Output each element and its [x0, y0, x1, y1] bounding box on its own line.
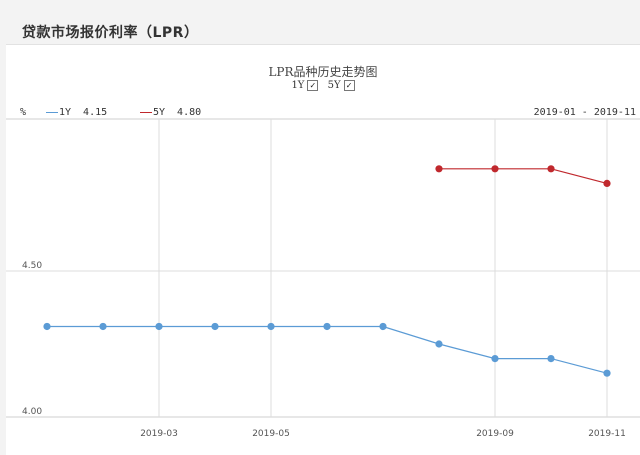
legend-value-5y: 4.80	[177, 107, 202, 118]
legend-name-5y: 5Y	[153, 107, 166, 118]
toggle-1y[interactable]: 1Y ✓	[291, 80, 319, 91]
data-point-5y	[547, 165, 555, 173]
checkbox-5y[interactable]: ✓	[343, 80, 355, 91]
data-point-1y	[435, 340, 443, 348]
x-tick-label: 2019-11	[588, 429, 626, 439]
data-point-5y	[603, 179, 611, 187]
checkbox-1y[interactable]: ✓	[307, 80, 319, 91]
chart-panel: LPR品种历史走势图 1Y ✓ 5Y ✓ % 1Y 4.15 5Y 4.80 2019-…	[6, 44, 640, 455]
toggle-5y-label: 5Y	[327, 80, 341, 91]
data-point-5y	[491, 165, 499, 173]
y-tick-label: 4.50	[22, 261, 42, 271]
data-point-1y	[547, 355, 555, 363]
data-point-1y	[603, 369, 611, 377]
legend-swatch-5y	[140, 111, 152, 113]
x-tick-label: 2019-05	[252, 429, 290, 439]
chart-title: LPR品种历史走势图	[268, 65, 378, 79]
toggle-1y-label: 1Y	[291, 80, 305, 91]
plot-area: 4.00 4.50 2019-03 2019-05 2019-09 2019-11	[6, 118, 640, 439]
x-tick-label: 2019-03	[140, 429, 178, 439]
page-title: 贷款市场报价利率（LPR）	[22, 25, 199, 41]
date-range: 2019-01 - 2019-11	[533, 107, 636, 118]
data-point-1y	[267, 322, 275, 331]
series-toggles: 1Y ✓ 5Y ✓	[6, 80, 640, 91]
legend-item-1y[interactable]: 1Y 4.15	[46, 107, 107, 118]
data-point-1y	[43, 322, 51, 331]
unit-label: %	[20, 107, 27, 118]
legend-item-5y[interactable]: 5Y 4.80	[140, 107, 201, 118]
toggle-5y[interactable]: 5Y ✓	[328, 80, 355, 91]
data-point-1y	[155, 322, 163, 331]
page-header: 贷款市场报价利率（LPR）	[0, 0, 640, 44]
legend-swatch-1y	[46, 111, 58, 113]
data-point-1y	[379, 322, 387, 331]
data-point-5y	[435, 165, 443, 173]
data-point-1y	[99, 322, 107, 331]
series-line-1y	[47, 325, 608, 374]
y-tick-label: 4.00	[22, 407, 42, 417]
data-point-1y	[491, 355, 499, 363]
x-tick-label: 2019-09	[476, 429, 514, 439]
data-point-1y	[211, 322, 219, 331]
legend-name-1y: 1Y	[59, 107, 72, 118]
series-line-5y	[439, 168, 608, 184]
data-point-1y	[323, 322, 331, 331]
legend-row: % 1Y 4.15 5Y 4.80 2019-01 - 2019-11	[6, 107, 640, 121]
legend-value-1y: 4.15	[83, 107, 108, 118]
